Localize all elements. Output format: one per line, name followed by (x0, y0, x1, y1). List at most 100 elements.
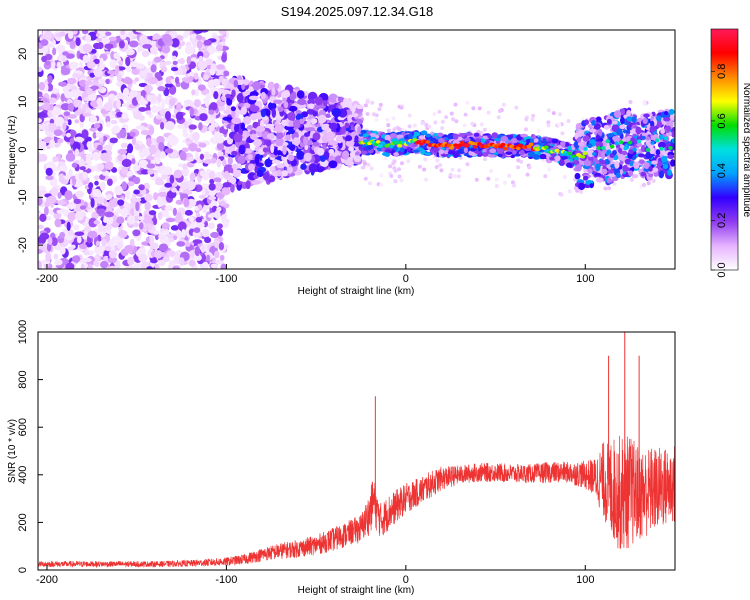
spectrogram-cell-1535 (188, 216, 195, 222)
spectrogram-cell-1421 (82, 171, 88, 179)
spectrogram-cell-3711 (489, 148, 497, 154)
spectrogram-cell-2592 (225, 93, 231, 99)
spectrogram-cell-2846 (424, 177, 429, 182)
spectrogram-cell-1609 (119, 128, 127, 139)
spectrogram-cell-1199 (116, 99, 121, 109)
spectrogram-cell-3962 (389, 133, 398, 139)
spectrogram-cell-603 (161, 98, 166, 109)
spectrogram-cell-2578 (319, 155, 326, 162)
spectrogram-cell-3862 (487, 134, 492, 139)
spectrogram-cell-1481 (107, 70, 116, 75)
spectrogram-cell-2525 (273, 99, 283, 104)
spectrogram-cell-411 (168, 84, 177, 95)
spectrogram-cell-4314 (617, 154, 626, 161)
spectrogram-cell-1565 (95, 33, 100, 38)
spectrogram-cell-1494 (64, 190, 73, 201)
spectrogram-cell-2599 (342, 97, 350, 108)
spectrogram-cell-40 (143, 182, 151, 191)
spectrogram-cell-1417 (86, 61, 96, 69)
spectrogram-cell-1661 (216, 206, 222, 212)
spectrogram-cell-1583 (145, 236, 150, 244)
spectrogram-cell-1619 (47, 236, 53, 245)
spectrogram-cell-4448 (663, 110, 669, 116)
spectrogram-cell-4498 (397, 143, 403, 148)
spectrogram-cell-958 (132, 192, 137, 202)
spectrogram-cell-534 (66, 82, 73, 90)
snr-x-ticks: -200 -100 0 100 (36, 565, 594, 586)
spectrogram-cell-1657 (205, 168, 211, 173)
spectrogram-cell-1689 (146, 266, 153, 269)
spectrogram-cell-726 (123, 95, 130, 101)
spectrogram-cell-2575 (248, 95, 259, 101)
spectrogram-cell-921 (141, 50, 150, 58)
spectrogram-cell-2420 (240, 106, 248, 115)
spectrogram-cell-865 (140, 169, 150, 175)
spectrogram-cell-1280 (139, 70, 148, 80)
spectrogram-cell-2363 (288, 105, 298, 112)
spectrogram-cell-1461 (69, 61, 78, 70)
spectrogram-cell-3826 (491, 132, 499, 138)
spectrogram-cell-1563 (147, 223, 153, 231)
spectrogram-cell-1354 (208, 170, 216, 180)
spectrogram-y-tick-label-0: -20 (17, 237, 29, 253)
spectrogram-cell-2001 (272, 159, 281, 165)
spectrogram-cell-954 (221, 53, 227, 63)
spectrogram-cell-1559 (205, 93, 212, 101)
spectrogram-cell-1678 (49, 139, 56, 149)
spectrogram-cell-2402 (345, 139, 355, 148)
spectrogram-cell-2800 (494, 177, 499, 182)
spectrogram-cell-2478 (249, 133, 258, 140)
spectrogram-cell-4588 (596, 146, 601, 151)
spectrogram-cell-4394 (573, 160, 580, 166)
spectrogram-cell-2826 (449, 111, 454, 116)
spectrogram-cell-1155 (168, 98, 176, 107)
spectrogram-cell-2862 (379, 173, 384, 178)
spectrogram-cell-721 (182, 132, 189, 138)
spectrogram-cell-2534 (317, 114, 327, 124)
spectrogram-y-tick-label-3: 10 (17, 96, 29, 108)
spectrogram-cell-2497 (303, 152, 312, 162)
spectrogram-cell-4327 (587, 168, 593, 174)
spectrogram-cell-1500 (133, 189, 140, 195)
spectrogram-cell-424 (164, 83, 174, 88)
spectrogram-cell-4586 (587, 144, 592, 149)
spectrogram-cell-4320 (583, 168, 588, 174)
spectrogram-cell-4546 (500, 142, 506, 147)
spectrogram-cell-2073 (307, 91, 318, 102)
spectrogram-cell-1660 (90, 85, 99, 90)
spectrogram-cell-4301 (670, 159, 675, 167)
spectrogram-cell-3954 (384, 149, 392, 153)
spectrogram-cell-1683 (128, 40, 139, 48)
spectrogram-cell-4098 (619, 160, 624, 165)
snr-x-tick-label-1: -100 (215, 574, 237, 586)
spectrogram-cell-680 (116, 216, 125, 224)
spectrogram-cell-3832 (505, 151, 513, 155)
spectrogram-cell-761 (115, 260, 121, 269)
spectrogram-cell-4292 (655, 149, 661, 156)
spectrogram-cell-2482 (273, 147, 278, 156)
spectrogram-y-tick-label-4: 20 (17, 48, 29, 60)
spectrogram-cell-4461 (589, 183, 594, 188)
spectrogram-cell-2350 (328, 93, 339, 103)
spectrogram-cell-2413 (249, 113, 258, 121)
spectrogram-cell-167 (72, 224, 80, 231)
spectrogram-cell-1390 (134, 143, 141, 151)
spectrogram-cell-1525 (66, 53, 75, 59)
snr-x-tick-label-2: 0 (403, 574, 409, 586)
spectrogram-cell-2572 (237, 181, 242, 186)
spectrogram-cell-1473 (62, 55, 67, 62)
spectrogram-cell-2453 (262, 172, 270, 181)
spectrogram-cell-1125 (142, 39, 152, 45)
spectrogram-cell-971 (215, 44, 224, 52)
spectrogram-cell-648 (149, 125, 155, 136)
spectrogram-cell-1260 (105, 245, 112, 252)
spectrogram-cell-1488 (108, 36, 117, 41)
spectrogram-cell-2086 (275, 137, 284, 147)
spectrogram-cell-4584 (582, 151, 588, 156)
spectrogram-cell-1656 (62, 122, 67, 131)
spectrogram-cell-1157 (111, 110, 117, 116)
spectrogram-cell-1681 (121, 102, 130, 108)
spectrogram-cell-1572 (87, 263, 93, 269)
spectrogram-cell-2571 (325, 131, 336, 141)
spectrogram-cell-1595 (186, 55, 191, 66)
